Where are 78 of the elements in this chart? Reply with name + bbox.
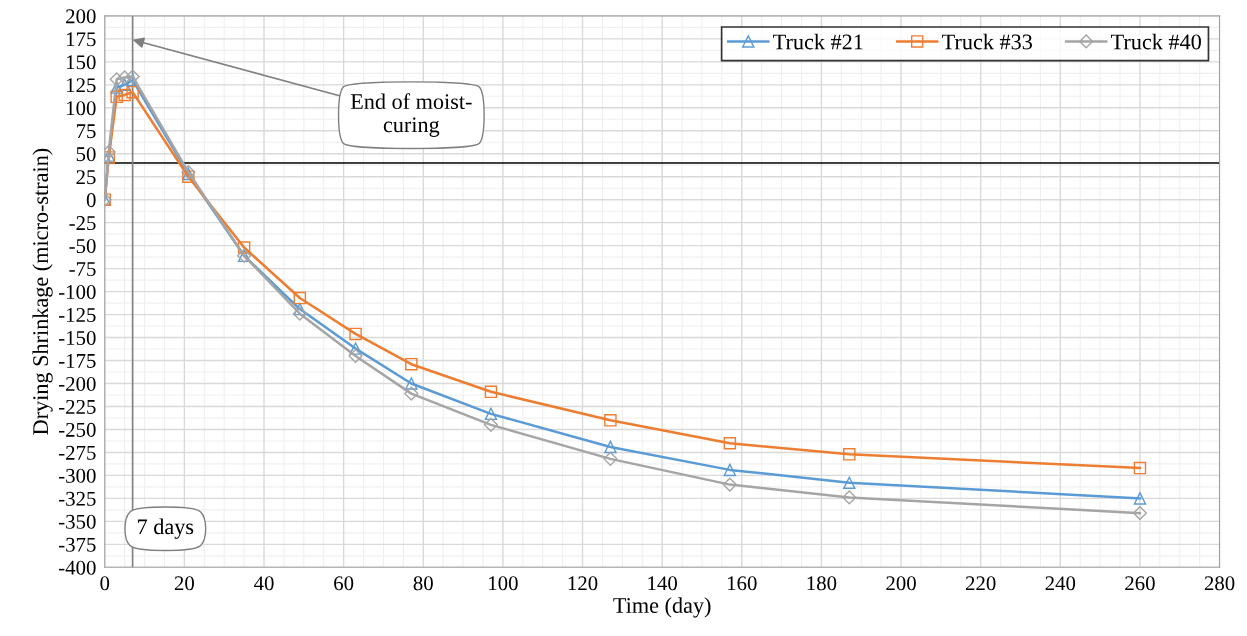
x-tick-label: 120	[568, 576, 598, 591]
point	[1132, 506, 1148, 521]
point	[109, 72, 124, 87]
point	[842, 490, 857, 505]
point	[1133, 492, 1147, 505]
point	[604, 414, 617, 427]
x-tick-label: 240	[1045, 576, 1076, 591]
x-tick-label: 60	[334, 576, 354, 591]
legend-label: Truck #33	[942, 33, 1032, 50]
y-tick-label: 150	[67, 55, 96, 70]
point	[723, 463, 737, 477]
x-tick-label: 160	[727, 576, 757, 591]
point	[237, 241, 251, 254]
y-tick-label: -50	[69, 239, 96, 254]
x-tick-label: 40	[254, 576, 274, 591]
y-tick-label: 125	[67, 78, 96, 93]
x-axis-title: Time (day)	[613, 597, 711, 618]
y-tick-label: 75	[76, 124, 96, 139]
y-tick-label: -300	[59, 468, 96, 483]
point	[349, 342, 362, 355]
point	[292, 306, 307, 321]
point	[405, 357, 418, 371]
point	[293, 302, 307, 316]
annotation: End of moist- curing	[350, 93, 472, 137]
y-tick-label: 0	[86, 193, 96, 208]
y-tick-label: -125	[59, 308, 96, 323]
y-tick-label: -250	[59, 422, 96, 437]
y-tick-label: -375	[59, 537, 96, 552]
x-tick-label: 140	[648, 576, 677, 591]
point	[604, 440, 617, 454]
point	[125, 69, 140, 84]
y-tick-label: 200	[66, 9, 96, 24]
y-tick-label: -275	[59, 445, 96, 460]
point	[404, 386, 419, 401]
x-tick-label: 200	[886, 576, 916, 591]
point	[843, 476, 856, 490]
point	[405, 377, 418, 390]
x-tick-label: 100	[489, 576, 518, 591]
point	[110, 90, 123, 104]
y-tick-label: -75	[69, 262, 96, 277]
y-tick-label: -200	[59, 376, 96, 391]
y-tick-label: 50	[76, 147, 96, 162]
point	[349, 327, 362, 341]
y-tick-label: 100	[67, 101, 96, 116]
y-tick-label: -150	[59, 330, 96, 345]
x-tick-label: 0	[100, 576, 110, 591]
y-axis-title: Drying Shrinkage (micro-strain)	[32, 148, 53, 435]
x-tick-label: 280	[1204, 576, 1235, 591]
point	[603, 451, 618, 466]
legend-label: Truck #40	[1111, 33, 1201, 50]
point	[1133, 461, 1147, 475]
point	[293, 291, 307, 305]
y-tick-label: -25	[69, 216, 96, 231]
point	[484, 407, 498, 421]
point	[843, 448, 856, 461]
y-tick-label: 175	[67, 32, 96, 47]
y-tick-label: 25	[76, 170, 96, 185]
x-tick-label: 180	[807, 576, 837, 591]
point	[722, 477, 737, 492]
point	[723, 436, 737, 450]
y-tick-label: -175	[59, 354, 96, 368]
y-tick-label: -400	[59, 560, 96, 575]
y-tick-label: -325	[59, 491, 96, 506]
x-tick-label: 20	[174, 576, 194, 591]
y-tick-label: -100	[59, 284, 96, 300]
ref-line-label: 7 days	[138, 518, 194, 539]
x-tick-label: 220	[965, 576, 996, 591]
y-tick-label: -350	[59, 514, 96, 529]
point	[118, 88, 131, 102]
x-tick-label: 80	[413, 576, 433, 591]
point	[483, 417, 499, 432]
point	[484, 385, 498, 399]
y-tick-label: -225	[59, 399, 96, 414]
legend-label: Truck #21	[773, 33, 863, 50]
point	[117, 70, 132, 85]
point	[348, 348, 363, 364]
x-tick-label: 260	[1125, 576, 1155, 591]
point	[126, 85, 139, 99]
